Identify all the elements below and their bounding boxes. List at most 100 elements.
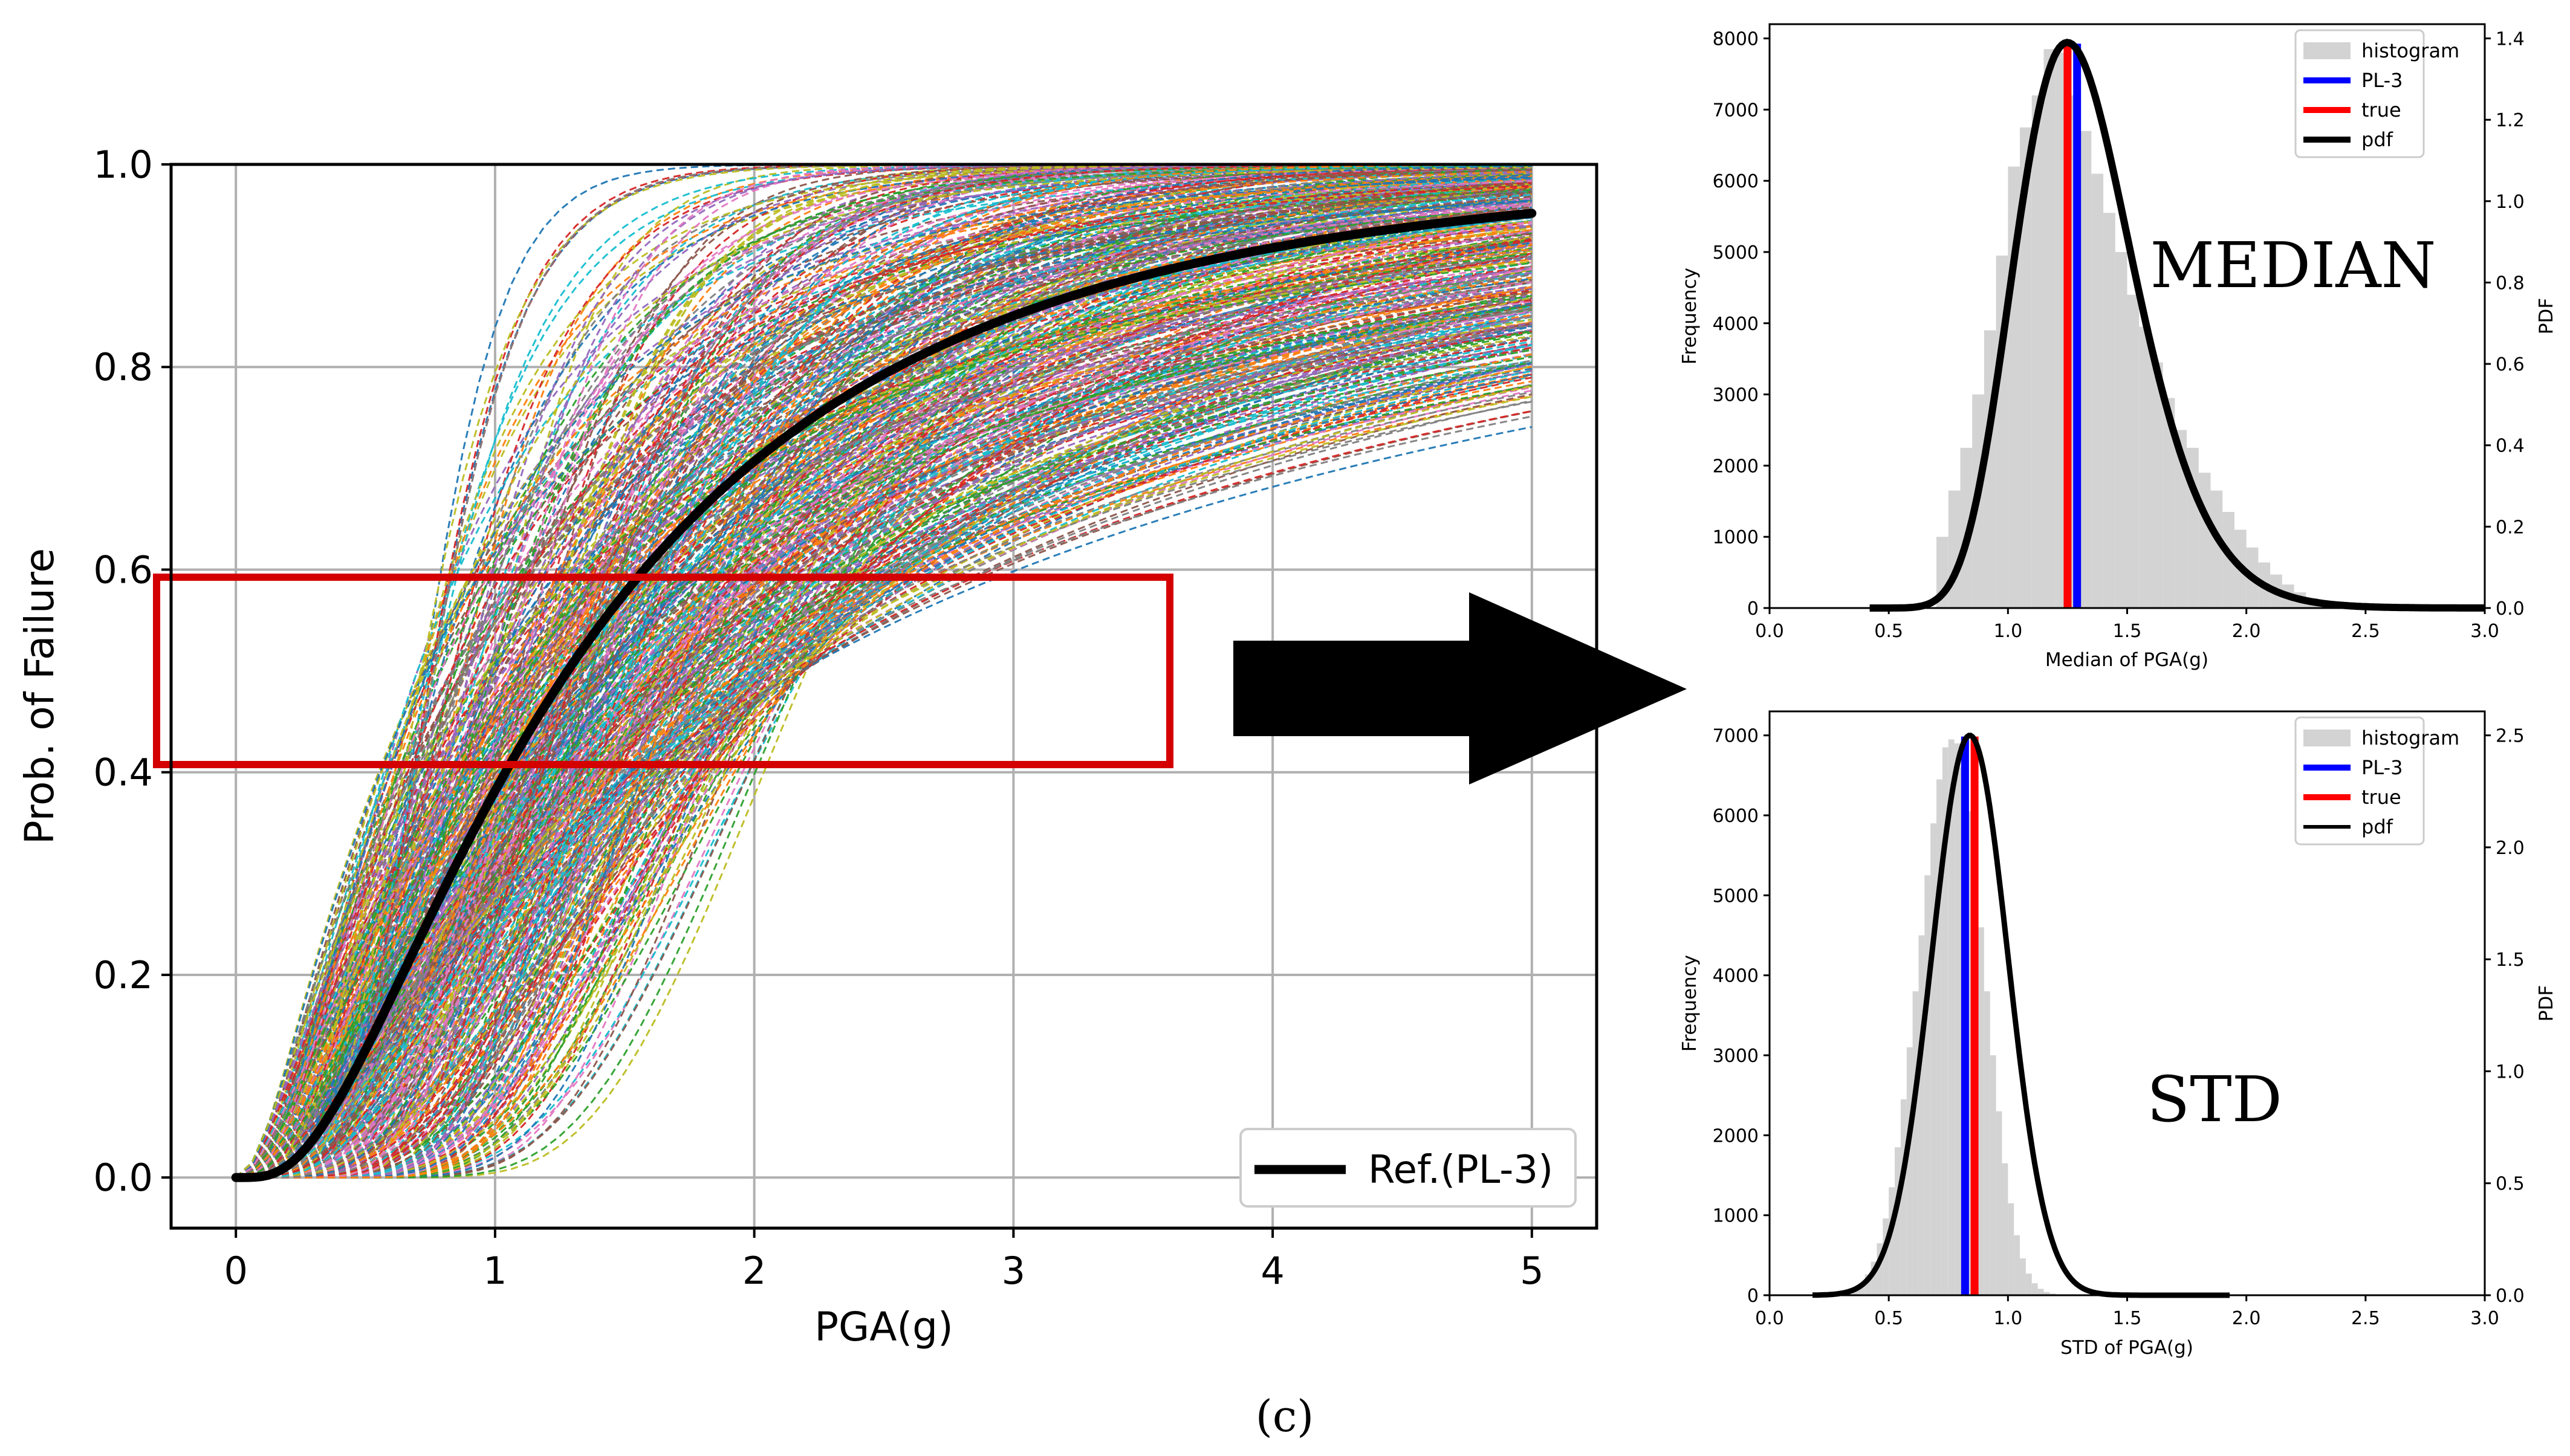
sample-curve [235, 305, 1532, 1179]
sample-curve [236, 164, 1532, 1179]
histogram-bar [1948, 490, 1961, 608]
median-legend-label-true: true [2361, 99, 2401, 121]
fragility-x-ticks: 0 1 2 3 4 5 [224, 1228, 1544, 1293]
sample-curve [235, 252, 1532, 1179]
sample-curve [236, 163, 1532, 1179]
sample-curve [236, 242, 1532, 1179]
histogram-bar [2091, 173, 2104, 608]
sample-curve [235, 221, 1532, 1179]
median-ylabel: Frequency [1679, 268, 1701, 364]
histogram-bar [1858, 1283, 1865, 1295]
sample-curve [235, 206, 1532, 1179]
sample-curve [236, 215, 1532, 1179]
sample-curve [236, 248, 1532, 1179]
sample-curve [236, 294, 1533, 1179]
y-tick-label: 2000 [1713, 1125, 1759, 1147]
sample-curve [236, 180, 1532, 1179]
x-tick-label: 0.0 [1755, 1308, 1784, 1329]
x-tick-label: 1.5 [2113, 1308, 2142, 1329]
y-tick-label: 3000 [1713, 385, 1759, 406]
sample-curve [236, 361, 1533, 1179]
histogram-bar [2210, 490, 2223, 608]
histogram-bar [1942, 747, 1949, 1295]
fragility-legend-box [1239, 1128, 1577, 1208]
y-tick-label: 0 [1747, 1286, 1759, 1307]
y-tick-label: 1000 [1713, 1206, 1759, 1227]
histogram-bar [1948, 739, 1955, 1295]
y2-tick-label: 0.2 [2496, 517, 2525, 538]
sample-curve [236, 241, 1533, 1179]
histogram-bar [1960, 447, 1973, 608]
std-xlabel: STD of PGA(g) [2060, 1337, 2193, 1359]
sample-curve [235, 248, 1532, 1179]
y-tick-label: 0 [1747, 598, 1759, 620]
sample-curve [236, 187, 1532, 1179]
std-legend-label-true: true [2361, 786, 2401, 809]
histogram-bar [2037, 1289, 2044, 1295]
x-tick-label: 3.0 [2470, 1308, 2499, 1329]
sample-curve [236, 187, 1532, 1179]
sample-curve [236, 186, 1532, 1179]
sample-curve [236, 253, 1533, 1179]
y2-tick-label: 2.0 [2496, 838, 2525, 859]
sample-curve [236, 205, 1532, 1179]
sample-curve [236, 164, 1532, 1179]
sample-curve [235, 189, 1532, 1179]
sample-curve [236, 344, 1533, 1179]
sample-curve [235, 360, 1533, 1179]
sample-curve [235, 267, 1532, 1179]
std-legend: histogram PL-3 true pdf [2294, 716, 2459, 846]
sample-curve [236, 198, 1532, 1179]
histogram-bar [1990, 1055, 1996, 1295]
sample-curve [235, 243, 1532, 1179]
fragility-legend-label: Ref.(PL-3) [1368, 1148, 1553, 1192]
x-tick-label: 3 [1002, 1249, 1025, 1293]
x-tick-label: 0.5 [1874, 1308, 1903, 1329]
sample-curve [236, 270, 1533, 1179]
fragility-legend: Ref.(PL-3) [1239, 1128, 1577, 1208]
sample-curve [235, 187, 1532, 1179]
sample-curve [236, 164, 1532, 1179]
sample-curve [236, 166, 1532, 1179]
std-legend-label-pdf: pdf [2361, 815, 2393, 838]
sample-curve [236, 207, 1532, 1179]
sample-curve [235, 314, 1533, 1179]
histogram-bar [2175, 430, 2187, 608]
histogram-bar [2163, 398, 2175, 608]
histogram-bar [2103, 213, 2115, 608]
median-legend: histogram PL-3 true pdf [2294, 29, 2459, 158]
histogram-bar [1966, 811, 1973, 1295]
histogram-bar [2031, 95, 2044, 608]
histogram-bar [1936, 779, 1942, 1295]
sample-curve [236, 178, 1532, 1179]
fragility-y-ticks: 0.0 0.2 0.4 0.6 0.8 1.0 [93, 143, 171, 1200]
sample-curve [236, 220, 1533, 1179]
sample-curve [236, 164, 1532, 1179]
sample-curve [236, 370, 1533, 1179]
histogram-bar [2150, 362, 2163, 608]
histogram-bar [1889, 1187, 1895, 1295]
histogram-bar [2079, 131, 2092, 608]
histogram-bar [2031, 1283, 2038, 1295]
histogram-bar [2139, 326, 2151, 608]
sample-curve [235, 311, 1533, 1179]
figure-caption: (c) [1256, 1391, 1314, 1441]
sample-curve [235, 303, 1533, 1179]
sample-curve [236, 170, 1532, 1179]
std-annotation: STD [2147, 1063, 2282, 1136]
fragility-chart: 0 1 2 3 4 5 0.0 0.2 0.4 0.6 0.8 1.0 PGA(g) Prob. o… [16, 143, 1598, 1350]
sample-curve [236, 324, 1533, 1179]
median-x-ticks: 0.0 0.5 1.0 1.5 2.0 2.5 3.0 [1755, 608, 2499, 642]
sample-curve [236, 277, 1533, 1179]
sample-curve [235, 367, 1533, 1179]
y-tick-label: 3000 [1713, 1046, 1759, 1067]
sample-curve [236, 195, 1532, 1179]
sample-curve [236, 174, 1532, 1179]
histogram-bar [2198, 473, 2211, 608]
sample-curve [235, 276, 1533, 1179]
y-tick-label: 1000 [1713, 527, 1759, 548]
fragility-ylabel: Prob. of Failure [16, 548, 63, 844]
sample-curve [236, 296, 1533, 1179]
median-y2-ticks: 0.0 0.2 0.4 0.6 0.8 1.0 1.2 1.4 [2485, 29, 2525, 620]
histogram-bar [2002, 1163, 2008, 1295]
